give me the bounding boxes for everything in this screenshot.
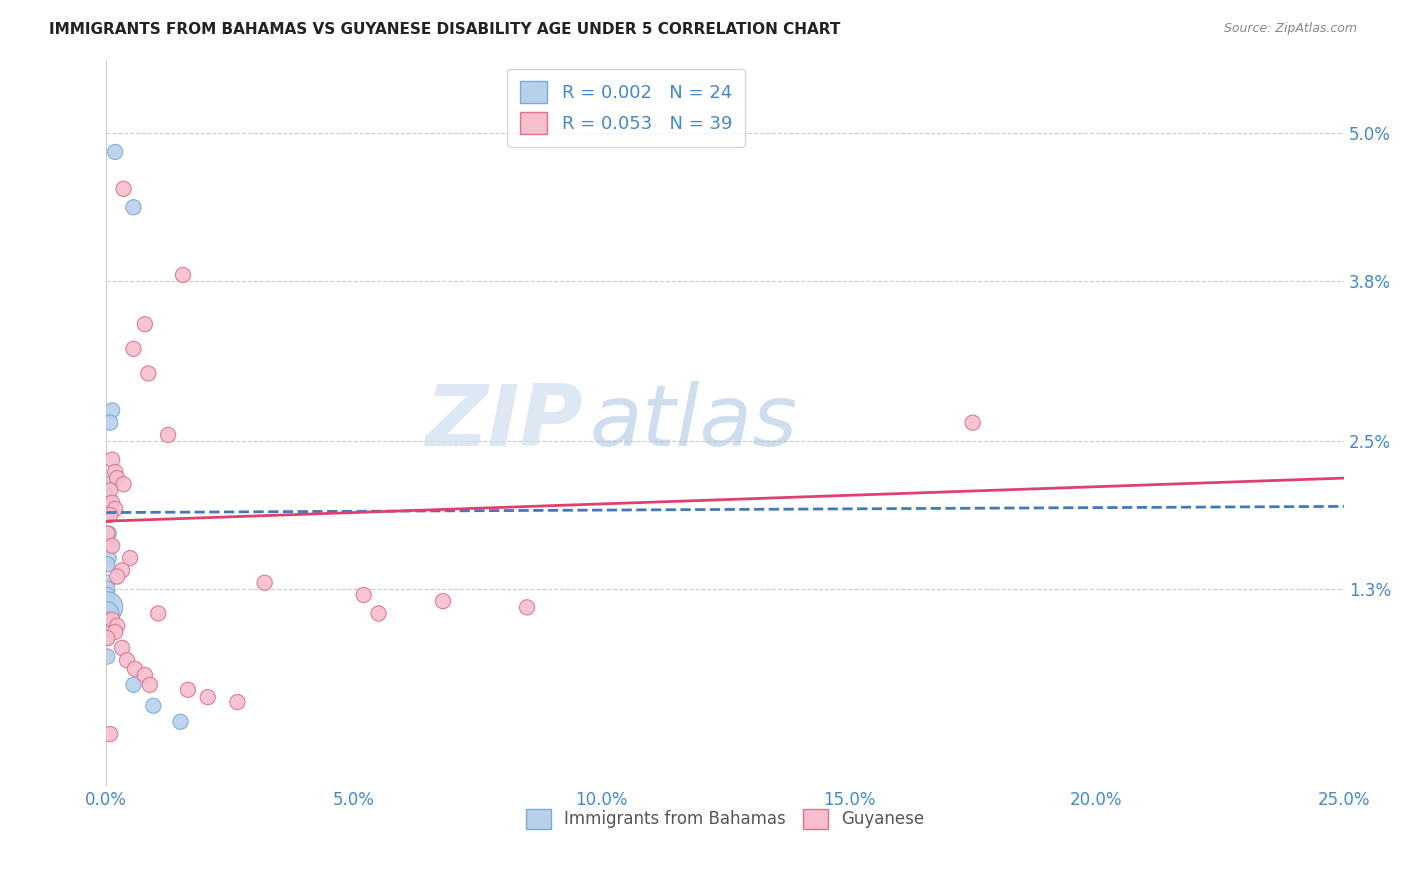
Point	[111, 640, 134, 655]
Point	[96, 508, 118, 522]
Point	[96, 631, 118, 645]
Point	[172, 268, 194, 282]
Point	[96, 558, 118, 572]
Point	[97, 551, 120, 566]
Point	[516, 600, 538, 615]
Point	[96, 613, 118, 627]
Point	[96, 496, 118, 510]
Point	[122, 678, 145, 692]
Point	[122, 342, 145, 356]
Point	[96, 594, 118, 608]
Point	[105, 569, 128, 583]
Point	[96, 600, 118, 615]
Point	[134, 668, 156, 682]
Point	[432, 594, 454, 608]
Point	[104, 624, 127, 639]
Point	[118, 551, 141, 566]
Point	[98, 508, 121, 522]
Text: ZIP: ZIP	[425, 381, 582, 464]
Point	[139, 678, 162, 692]
Point	[96, 588, 118, 602]
Point	[136, 367, 159, 381]
Point	[101, 403, 124, 417]
Text: IMMIGRANTS FROM BAHAMAS VS GUYANESE DISABILITY AGE UNDER 5 CORRELATION CHART: IMMIGRANTS FROM BAHAMAS VS GUYANESE DISA…	[49, 22, 841, 37]
Point	[101, 539, 124, 553]
Point	[124, 662, 146, 676]
Point	[169, 714, 191, 729]
Legend: Immigrants from Bahamas, Guyanese: Immigrants from Bahamas, Guyanese	[519, 802, 931, 836]
Text: atlas: atlas	[589, 381, 797, 464]
Point	[97, 526, 120, 541]
Point	[112, 182, 135, 196]
Point	[177, 682, 200, 697]
Point	[96, 649, 118, 664]
Point	[96, 526, 118, 541]
Point	[253, 575, 276, 590]
Point	[115, 653, 138, 667]
Point	[134, 317, 156, 331]
Point	[105, 471, 128, 485]
Point	[962, 416, 984, 430]
Point	[96, 607, 118, 621]
Point	[98, 727, 121, 741]
Point	[367, 607, 389, 621]
Point	[96, 631, 118, 645]
Point	[122, 200, 145, 214]
Point	[353, 588, 375, 602]
Point	[226, 695, 249, 709]
Point	[104, 501, 127, 516]
Point	[148, 607, 170, 621]
Point	[97, 490, 120, 504]
Point	[105, 619, 128, 633]
Point	[101, 496, 124, 510]
Text: Source: ZipAtlas.com: Source: ZipAtlas.com	[1223, 22, 1357, 36]
Point	[97, 539, 120, 553]
Point	[112, 477, 135, 491]
Point	[104, 465, 127, 479]
Point	[96, 582, 118, 596]
Point	[96, 575, 118, 590]
Point	[111, 563, 134, 577]
Point	[157, 428, 180, 442]
Point	[104, 145, 127, 159]
Point	[101, 613, 124, 627]
Point	[197, 690, 219, 705]
Point	[101, 452, 124, 467]
Point	[97, 477, 120, 491]
Point	[142, 698, 165, 713]
Point	[98, 416, 121, 430]
Point	[98, 483, 121, 498]
